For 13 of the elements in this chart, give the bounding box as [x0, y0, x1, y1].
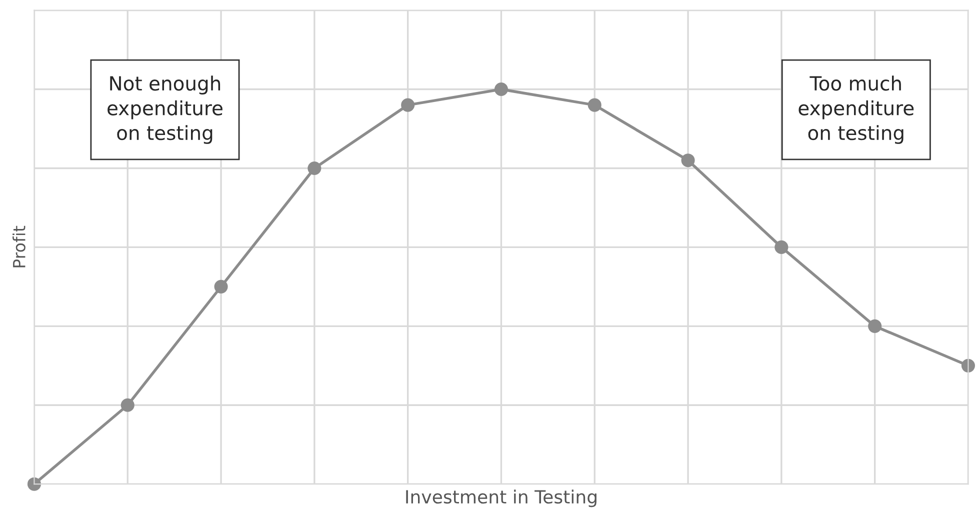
point	[401, 98, 415, 112]
annotation: Too much expenditure on testing	[798, 76, 914, 144]
point	[494, 82, 508, 96]
y-axis-title: Profit	[12, 226, 26, 268]
point	[681, 154, 695, 168]
point	[308, 161, 322, 176]
point	[868, 319, 882, 333]
point	[214, 280, 228, 294]
point	[774, 240, 788, 254]
x-axis-title: Investment in Testing	[406, 490, 596, 508]
point	[120, 398, 134, 412]
annotation: Not enough expenditure on testing	[108, 76, 222, 144]
point	[588, 98, 602, 112]
